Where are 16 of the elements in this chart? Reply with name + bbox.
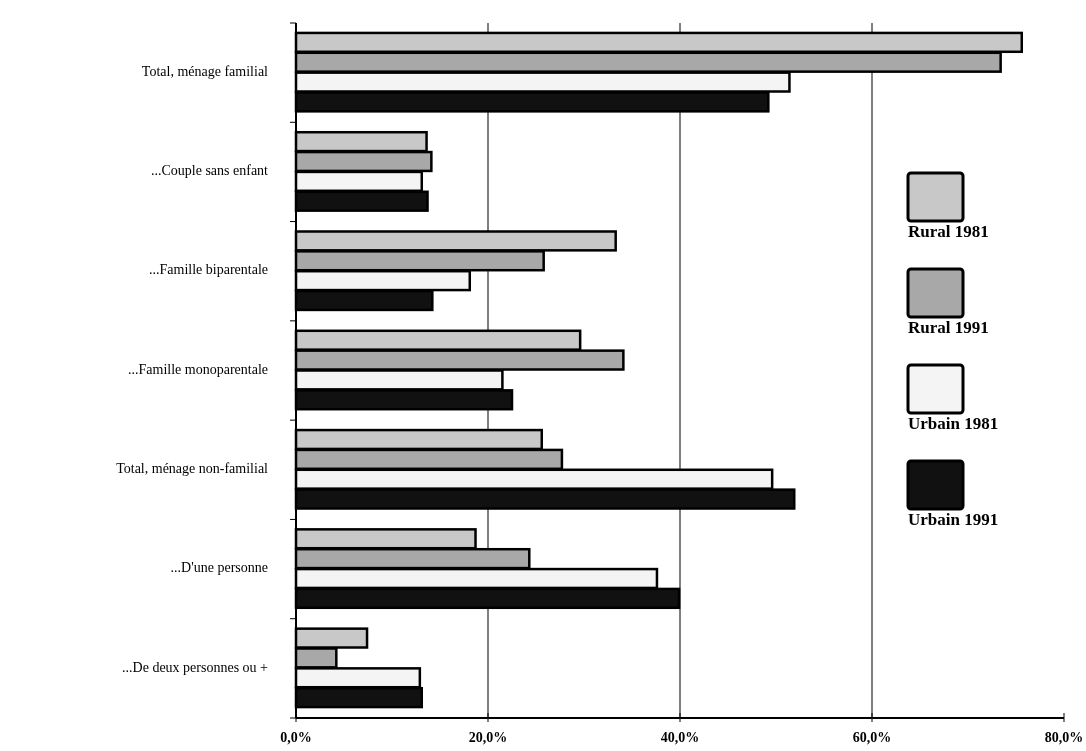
x-tick-label: 20,0% bbox=[468, 730, 508, 745]
text: Urbain 1991 bbox=[908, 510, 999, 529]
y-tick-label: Total, ménage familial bbox=[141, 63, 269, 79]
y-tick-label: Total, ménage non-familial bbox=[116, 461, 269, 476]
y-tick-label: ...Couple sans enfant bbox=[150, 163, 269, 179]
x-tick-label: 0,0% bbox=[280, 730, 312, 745]
y-tick-label: ...Famille monoparentale bbox=[128, 361, 268, 377]
x-tick-label: 60,0% bbox=[852, 730, 892, 745]
y-tick-label: ...De deux personnes ou + bbox=[122, 659, 269, 675]
text: Rural 1981 bbox=[908, 222, 989, 241]
y-tick-label: ...Famille biparentale bbox=[149, 262, 268, 278]
x-tick-label: 80,0% bbox=[1044, 730, 1084, 745]
y-tick-label: ...D'une personne bbox=[170, 560, 268, 576]
text: Urbain 1981 bbox=[908, 414, 999, 433]
text: Rural 1991 bbox=[908, 318, 989, 337]
x-tick-label: 40,0% bbox=[660, 730, 700, 745]
